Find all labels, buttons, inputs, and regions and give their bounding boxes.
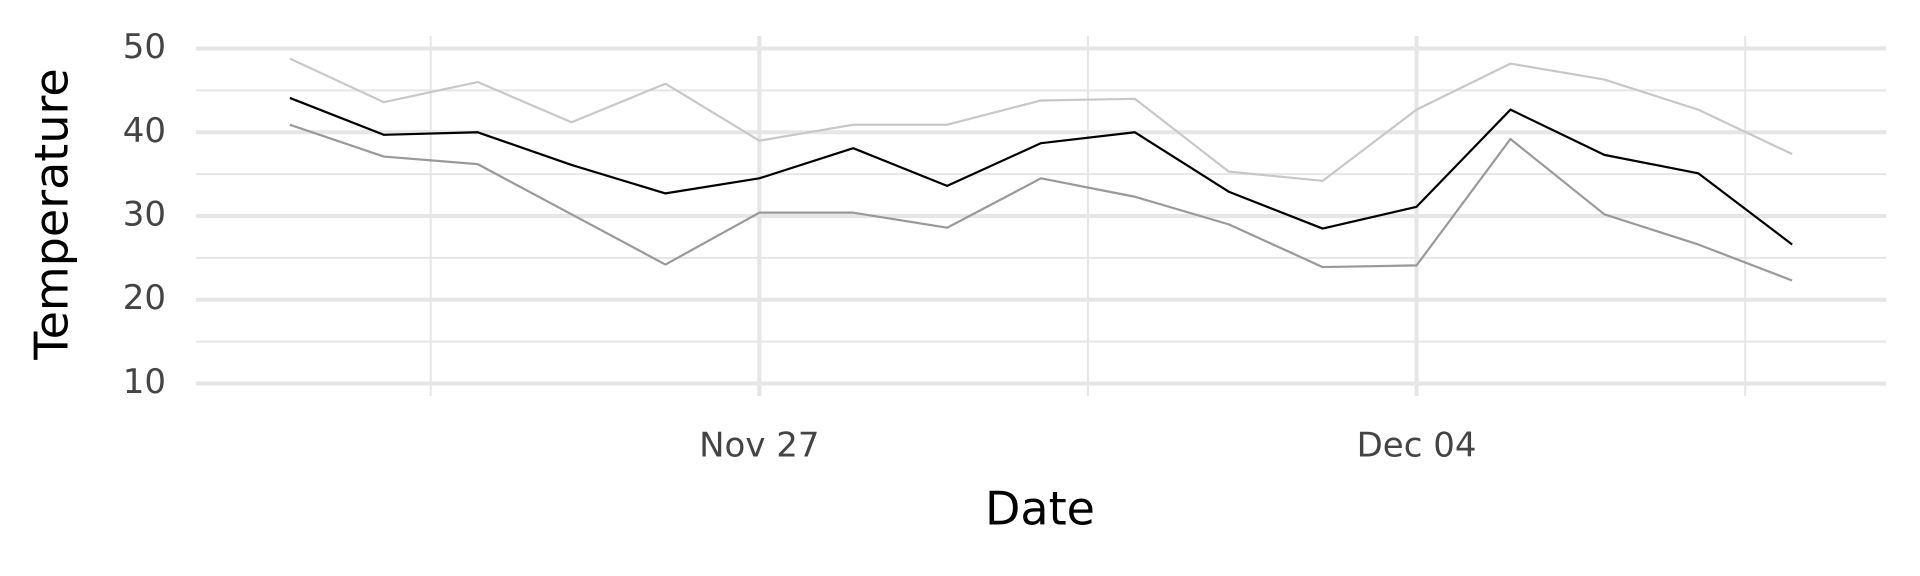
x-tick-label: Nov 27 xyxy=(699,426,819,466)
series-line xyxy=(289,123,1793,282)
y-axis-title: Temperature xyxy=(25,68,79,360)
y-tick-label: 30 xyxy=(123,195,166,235)
y-tick-label: 20 xyxy=(123,278,166,318)
y-tick-label: 10 xyxy=(123,362,166,402)
x-axis-title: Date xyxy=(985,482,1095,536)
series-line xyxy=(289,57,1793,182)
series-line xyxy=(289,96,1793,246)
x-tick-label: Dec 04 xyxy=(1357,426,1477,466)
y-tick-label: 40 xyxy=(123,111,166,151)
y-tick-label: 50 xyxy=(123,27,166,67)
